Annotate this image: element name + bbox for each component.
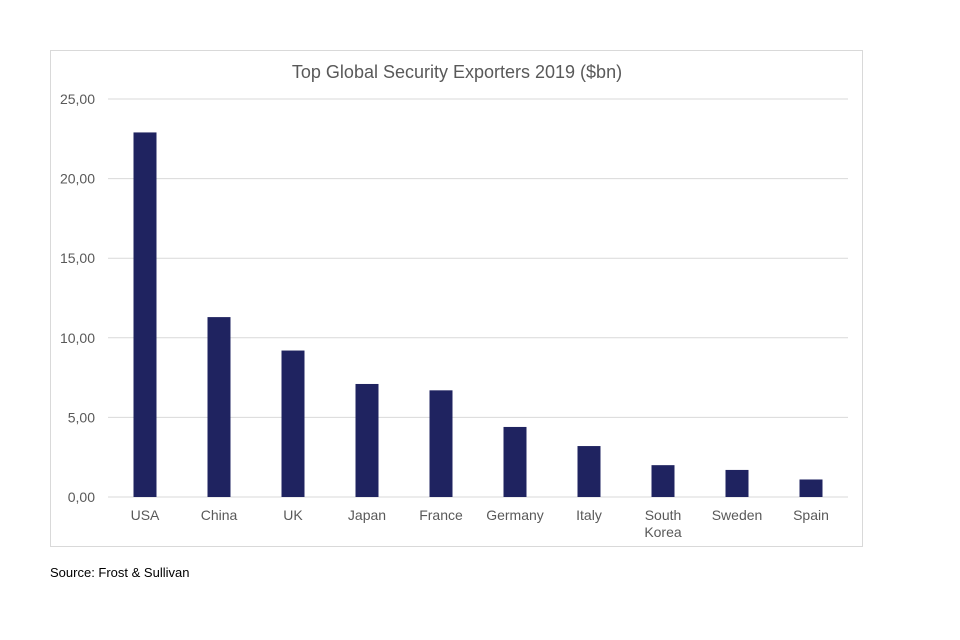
x-axis-ticks: USA China UK Japan France Germany Italy South Ko…	[131, 507, 829, 540]
x-tick-label: South Korea	[644, 507, 682, 540]
y-tick-label: 0,00	[68, 489, 95, 505]
x-tick-label: China	[201, 507, 238, 523]
bar-usa	[133, 132, 157, 497]
y-tick-label: 10,00	[60, 330, 95, 346]
bar-germany	[503, 426, 527, 497]
bars	[133, 132, 823, 497]
x-tick-label: Germany	[486, 507, 544, 523]
bar-italy	[577, 446, 601, 497]
x-tick-label: USA	[131, 507, 160, 523]
x-tick-label: France	[419, 507, 463, 523]
bar-japan	[355, 383, 379, 497]
y-tick-label: 25,00	[60, 91, 95, 107]
bar-spain	[799, 479, 823, 497]
gridlines	[108, 98, 848, 498]
bar-south-korea	[651, 465, 675, 497]
x-tick-label: UK	[283, 507, 303, 523]
x-tick-label: Japan	[348, 507, 386, 523]
y-tick-label: 5,00	[68, 409, 95, 425]
y-axis-ticks: 0,00 5,00 10,00 15,00 20,00 25,00	[60, 91, 95, 505]
bar-france	[429, 390, 453, 497]
bar-uk	[281, 350, 305, 497]
y-tick-label: 15,00	[60, 250, 95, 266]
y-tick-label: 20,00	[60, 171, 95, 187]
bar-sweden	[725, 469, 749, 497]
x-tick-label: Spain	[793, 507, 829, 523]
chart-title: Top Global Security Exporters 2019 ($bn)	[292, 62, 622, 82]
x-tick-label: Sweden	[712, 507, 763, 523]
x-tick-label: Italy	[576, 507, 602, 523]
chart-frame	[50, 50, 863, 547]
bar-china	[207, 317, 231, 497]
source-note: Source: Frost & Sullivan	[50, 565, 190, 580]
